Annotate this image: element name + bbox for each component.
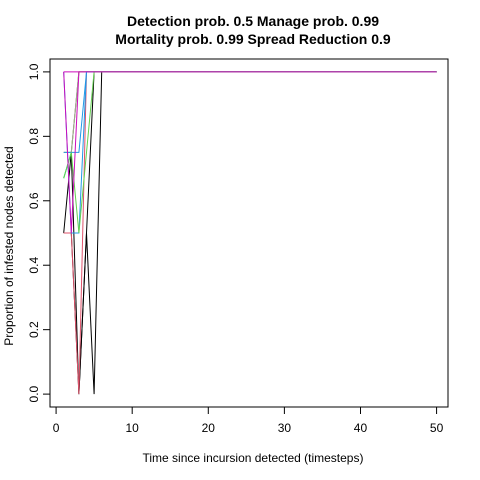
axes: 0 10 20 30 40 50 0.0 0.2 0.4 0.6 0.8 1.0 [27, 63, 444, 435]
y-tick-label: 0.8 [27, 128, 41, 145]
x-tick-label: 20 [202, 421, 216, 435]
x-tick-label: 10 [126, 421, 140, 435]
series-line-6 [63, 71, 437, 179]
plot-frame [49, 58, 449, 408]
x-tick-label: 30 [278, 421, 292, 435]
y-tick-label: 0.2 [27, 321, 41, 338]
x-tick-label: 40 [354, 421, 368, 435]
y-tick-label: 0.4 [27, 257, 41, 274]
series-line-2 [63, 71, 437, 395]
y-axis-label: Proportion of infested nodes detected [2, 146, 16, 345]
y-tick-label: 0.0 [27, 385, 41, 402]
series-line-5 [63, 71, 437, 234]
series-line-10 [63, 71, 437, 153]
chart-title-line-2: Mortality prob. 0.99 Spread Reduction 0.… [115, 31, 391, 47]
series-line-8 [63, 71, 437, 153]
x-tick-label: 0 [53, 421, 60, 435]
series-line-1 [63, 71, 437, 395]
y-tick-label: 0.6 [27, 192, 41, 209]
x-axis-label: Time since incursion detected (timesteps… [143, 451, 364, 465]
y-tick-label: 1.0 [27, 63, 41, 80]
series-line-9 [63, 71, 437, 153]
x-tick-label: 50 [430, 421, 444, 435]
series-line-3 [63, 71, 437, 395]
series-line-4 [63, 71, 437, 179]
series-line-11 [63, 71, 437, 234]
series-line-12 [63, 71, 437, 234]
series-layer [63, 71, 437, 395]
chart-title-line-1: Detection prob. 0.5 Manage prob. 0.99 [127, 13, 379, 29]
